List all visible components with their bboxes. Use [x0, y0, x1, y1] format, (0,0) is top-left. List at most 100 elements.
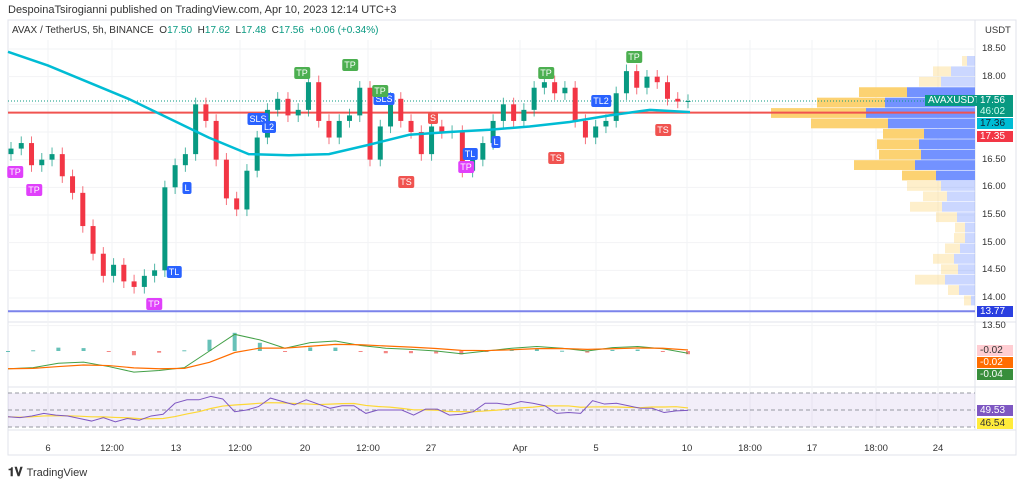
macd-histogram-bar: [157, 351, 162, 353]
price-tick-label: 18.00: [982, 70, 1006, 82]
signal-tp: TP: [372, 85, 388, 97]
candle-body: [685, 101, 691, 103]
signal-tp: TP: [146, 298, 162, 310]
signal-s: S: [427, 112, 439, 124]
volume-profile-up-bar: [965, 222, 975, 233]
price-tick-label: 14.00: [982, 291, 1006, 303]
volume-profile-up-bar: [888, 118, 975, 129]
price-tick-label: 14.50: [982, 264, 1006, 276]
signal-tp: TP: [7, 166, 23, 178]
macd-histogram-bar: [283, 351, 288, 352]
time-tick-label: 12:00: [356, 443, 380, 454]
macd-histogram-bar: [660, 351, 665, 352]
volume-profile-down-bar: [915, 274, 945, 285]
candle-body: [664, 82, 670, 99]
signal-tl: TL: [462, 148, 478, 160]
candle-body: [572, 87, 578, 121]
macd-histogram-bar: [408, 351, 413, 354]
volume-profile-down-bar: [877, 139, 919, 150]
macd-histogram-bar: [635, 349, 640, 351]
price-tick-label: 15.00: [982, 236, 1006, 248]
volume-profile-down-bar: [817, 97, 885, 108]
tv-logo-icon: 𝟏𝐕: [8, 465, 23, 479]
candle-body: [603, 120, 609, 127]
volume-profile-down-bar: [907, 181, 941, 191]
volume-profile-down-bar: [883, 128, 924, 139]
candle-body: [111, 264, 117, 276]
candle-body: [316, 82, 322, 121]
time-tick-label: 12:00: [228, 443, 252, 454]
signal-l: L: [491, 136, 501, 148]
time-tick-label: 18:00: [864, 443, 888, 454]
volume-profile-up-bar: [941, 181, 975, 191]
price-tick-label: 15.50: [982, 208, 1006, 220]
publish-info: DespoinaTsirogianni published on Trading…: [8, 4, 397, 16]
candle-body: [8, 148, 14, 155]
macd-signal-line: [7, 343, 689, 370]
candle-body: [172, 165, 178, 188]
symbol-legend: AVAX / TetherUS, 5h, BINANCE O17.50 H17.…: [12, 25, 378, 36]
signal-ts: TS: [398, 176, 414, 188]
candle-body: [654, 76, 660, 83]
candle-body: [552, 82, 558, 94]
candle-body: [131, 281, 137, 287]
red-line-badge: 17.35: [977, 131, 1013, 142]
close-label: C: [271, 25, 279, 36]
ema-line: [7, 50, 691, 157]
candle-body: [203, 104, 209, 121]
volume-profile-up-bar: [954, 253, 975, 264]
countdown-badge: 46:02: [977, 106, 1013, 117]
candle-body: [398, 98, 404, 121]
candle-body: [418, 131, 424, 155]
macd-line-badge: -0.04: [977, 369, 1013, 380]
candle-body: [357, 87, 363, 116]
time-tick-label: 10: [681, 443, 693, 454]
volume-profile-up-bar: [951, 66, 975, 77]
candle-body: [511, 104, 517, 121]
candle-body: [18, 143, 24, 149]
candle-body: [121, 264, 127, 282]
candle-body: [439, 126, 445, 132]
blue-line-badge: 13.77: [977, 306, 1013, 317]
volume-profile-down-bar: [879, 149, 921, 160]
macd-signal-badge: -0.02: [977, 357, 1013, 368]
volume-profile-up-bar: [965, 233, 975, 243]
volume-profile-down-bar: [919, 76, 941, 87]
candle-body: [367, 87, 373, 160]
candle-body: [459, 131, 465, 171]
price-tick-label: 16.50: [982, 153, 1006, 165]
volume-profile-up-bar: [907, 87, 975, 98]
signal-tp: TP: [342, 59, 358, 71]
volume-profile-up-bar: [957, 212, 975, 223]
volume-profile-up-bar: [915, 160, 975, 170]
high-label: H: [197, 25, 205, 36]
macd-histogram-bar: [131, 351, 136, 356]
ema-badge: 17.36: [977, 118, 1013, 129]
volume-profile-up-bar: [945, 274, 975, 285]
volume-profile-up-bar: [924, 128, 975, 139]
volume-profile-down-bar: [964, 295, 971, 306]
volume-profile-down-bar: [945, 243, 960, 254]
candle-body: [59, 154, 65, 177]
signal-tp: TP: [458, 161, 474, 173]
macd-histogram-bar: [585, 351, 590, 353]
candle-body: [582, 120, 588, 138]
macd-histogram-bar: [31, 350, 36, 352]
candle-body: [531, 87, 537, 110]
rsi-line: [7, 395, 689, 423]
candle-body: [295, 109, 301, 116]
candle-body: [141, 275, 147, 287]
volume-profile-down-bar: [854, 160, 915, 170]
tradingview-logo[interactable]: 𝟏𝐕 TradingView: [8, 465, 87, 480]
rsi-ma-line: [7, 402, 689, 420]
volume-profile-up-bar: [947, 191, 975, 202]
candle-body: [562, 87, 568, 94]
macd-histogram-bar: [182, 350, 187, 352]
volume-profile-down-bar: [936, 212, 957, 223]
signal-tl: TL: [166, 266, 182, 278]
macd-histogram-bar: [358, 351, 363, 352]
macd-histogram-bar: [459, 351, 464, 355]
candle-body: [162, 187, 168, 271]
price-unit: USDT: [985, 25, 1011, 36]
